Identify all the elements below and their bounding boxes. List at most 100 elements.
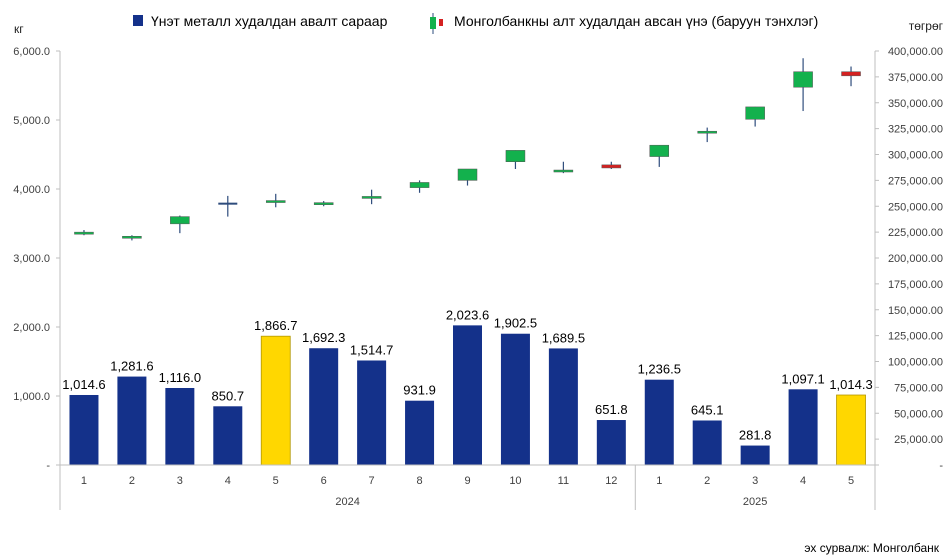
right-tick-label: -: [939, 460, 943, 472]
right-tick-label: 200,000.00: [888, 253, 943, 265]
candle-body-up: [218, 202, 238, 205]
right-tick-label: 400,000.00: [888, 46, 943, 58]
bar: [165, 387, 195, 465]
bar: [309, 348, 339, 465]
legend-bar-swatch: [133, 15, 143, 26]
left-axis-unit: кг: [14, 22, 24, 36]
bar: [788, 389, 818, 465]
left-tick-label: 6,000.0: [13, 46, 50, 58]
left-tick-label: 3,000.0: [13, 253, 50, 265]
bar-value-label: 1,514.7: [350, 342, 393, 357]
source-note: эх сурвалж: Монголбанк: [804, 541, 939, 555]
x-tick-label: 12: [605, 475, 617, 487]
candle-body-up: [265, 200, 286, 203]
left-tick-label: -: [46, 460, 50, 472]
right-tick-label: 350,000.00: [888, 98, 943, 110]
group-label: 2024: [335, 496, 359, 508]
right-tick-label: 225,000.00: [888, 227, 943, 239]
legend-candle-label: Монголбанкны алт худалдан авсан үнэ (бар…: [454, 13, 818, 29]
bar-value-label: 651.8: [595, 402, 628, 417]
data-labels: 1,014.6 1,281.6 1,116.0 850.7 1,866.7 1,692.3…: [62, 307, 872, 442]
bar: [740, 445, 770, 465]
x-tick-label: 4: [225, 475, 231, 487]
bar-value-label: 1,014.3: [829, 377, 872, 392]
bar-highlight: [836, 394, 866, 466]
bar-value-label: 1,866.7: [254, 318, 297, 333]
bar-value-label: 1,097.1: [781, 371, 824, 386]
x-tick-label: 2: [129, 475, 135, 487]
x-tick-label: 5: [848, 475, 854, 487]
bar-value-label: 1,692.3: [302, 330, 345, 345]
left-tick-label: 4,000.0: [13, 184, 50, 196]
candle-body-up: [457, 168, 478, 181]
right-tick-label: 50,000.00: [894, 408, 943, 420]
x-tick-label: 11: [558, 475, 569, 487]
legend-candle-icon: [430, 13, 443, 34]
bar-value-label: 1,014.6: [62, 377, 105, 392]
bar-value-label: 1,281.6: [110, 359, 153, 374]
bar-value-label: 931.9: [403, 383, 436, 398]
candles: [74, 58, 861, 241]
bar-value-label: 1,116.0: [159, 370, 201, 385]
bar: [69, 394, 99, 465]
candle-body-up: [74, 231, 94, 235]
x-tick-label: 8: [416, 475, 422, 487]
right-axis-unit: төгрөг: [909, 19, 944, 33]
candle-body-up: [122, 236, 142, 239]
x-tick-label: 2: [704, 475, 710, 487]
bar-value-label: 645.1: [691, 402, 724, 417]
right-tick-label: 300,000.00: [888, 150, 943, 162]
candle-body-up: [313, 202, 334, 205]
candle-body-up: [697, 130, 717, 134]
left-tick-label: 2,000.0: [13, 322, 50, 334]
left-tick-label: 1,000.0: [13, 391, 50, 403]
bar-value-label: 2,023.6: [446, 307, 489, 322]
left-tick-label: 5,000.0: [13, 115, 50, 127]
x-tick-label: 6: [321, 475, 327, 487]
right-tick-label: 175,000.00: [888, 279, 943, 291]
right-tick-label: 150,000.00: [888, 305, 943, 317]
group-label: 2025: [743, 496, 767, 508]
bar: [596, 420, 626, 465]
bar-value-label: 850.7: [212, 388, 245, 403]
chart: - 1,000.0 2,000.0 3,000.0 4,000.0 5,000.0 6,00…: [13, 13, 944, 510]
bar: [548, 348, 578, 465]
right-tick-label: 250,000.00: [888, 201, 943, 213]
candle-body-up: [505, 150, 526, 162]
bars: [69, 325, 866, 466]
bar: [117, 376, 147, 465]
x-tick-label: 10: [509, 475, 521, 487]
legend: Үнэт металл худалдан авалт сараар Монгол…: [133, 13, 818, 34]
right-axis: - 25,000.00 50,000.00 75,000.00 100,000.00 12…: [874, 46, 943, 472]
bar: [405, 400, 435, 465]
x-tick-label: 4: [800, 475, 806, 487]
bar: [357, 360, 387, 465]
left-axis: - 1,000.0 2,000.0 3,000.0 4,000.0 5,000.0 6,00…: [13, 46, 61, 472]
legend-bar-label: Үнэт металл худалдан авалт сараар: [151, 13, 388, 29]
bar-value-label: 281.8: [739, 428, 772, 443]
candle-body-up: [649, 144, 670, 157]
bar: [500, 333, 530, 465]
candle-body-up: [745, 106, 765, 120]
candle-body-up: [361, 196, 382, 199]
x-tick-label: 3: [177, 475, 183, 487]
candle-body-up: [170, 216, 190, 225]
candle-body-up: [553, 169, 574, 173]
x-tick-label: 5: [273, 475, 279, 487]
right-tick-label: 75,000.00: [894, 382, 943, 394]
bar: [453, 325, 482, 465]
bar-highlight: [260, 335, 291, 466]
x-tick-label: 1: [656, 475, 662, 487]
candle-body-up: [409, 182, 430, 188]
right-tick-label: 125,000.00: [888, 331, 943, 343]
right-tick-label: 325,000.00: [888, 124, 943, 136]
right-tick-label: 375,000.00: [888, 72, 943, 84]
bar-value-label: 1,902.5: [494, 316, 537, 331]
right-tick-label: 25,000.00: [894, 434, 943, 446]
right-tick-label: 100,000.00: [888, 357, 943, 369]
candle-body-down: [841, 71, 861, 77]
bar: [644, 379, 674, 465]
bar: [213, 406, 243, 465]
x-tick-label: 1: [81, 475, 87, 487]
